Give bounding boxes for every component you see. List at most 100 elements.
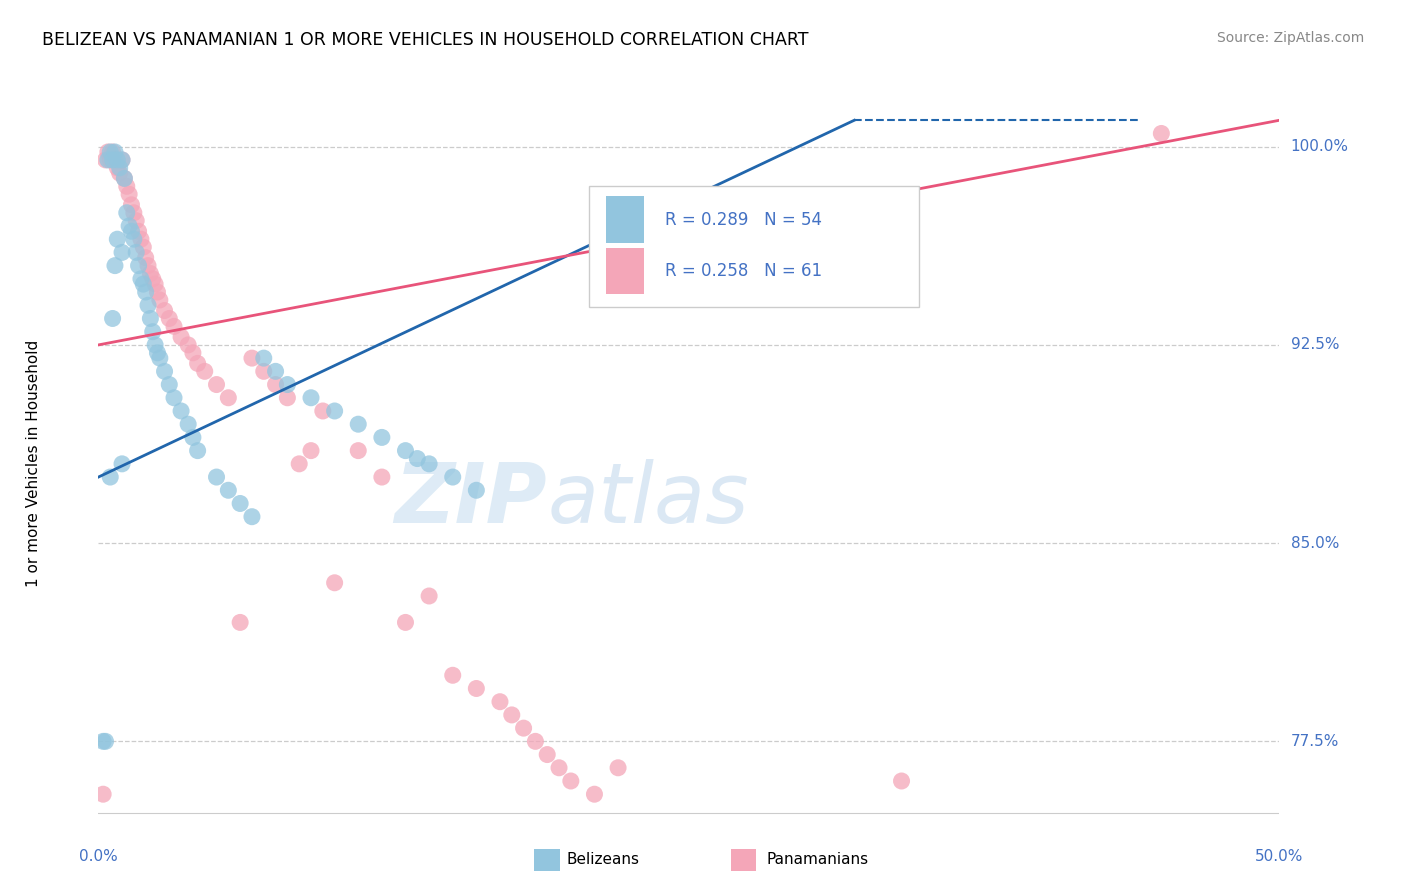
Point bbox=[132, 240, 155, 254]
Point bbox=[583, 787, 606, 801]
Point bbox=[111, 457, 134, 471]
Point bbox=[205, 377, 228, 392]
Point bbox=[143, 277, 166, 292]
Point bbox=[347, 443, 370, 458]
Text: BELIZEAN VS PANAMANIAN 1 OR MORE VEHICLES IN HOUSEHOLD CORRELATION CHART: BELIZEAN VS PANAMANIAN 1 OR MORE VEHICLE… bbox=[42, 31, 808, 49]
Point bbox=[149, 293, 172, 307]
Point bbox=[146, 346, 169, 360]
Point bbox=[394, 443, 416, 458]
Point bbox=[240, 509, 263, 524]
Text: R = 0.258   N = 61: R = 0.258 N = 61 bbox=[665, 262, 823, 280]
Point bbox=[98, 153, 121, 167]
Point bbox=[111, 245, 134, 260]
Point bbox=[163, 391, 186, 405]
Point bbox=[441, 668, 464, 682]
Point bbox=[229, 496, 252, 510]
Point bbox=[163, 319, 186, 334]
Point bbox=[465, 681, 488, 696]
Point bbox=[104, 153, 127, 167]
Point bbox=[149, 351, 172, 365]
Text: Source: ZipAtlas.com: Source: ZipAtlas.com bbox=[1216, 31, 1364, 45]
Point bbox=[129, 272, 152, 286]
Point bbox=[347, 417, 370, 432]
Text: Panamanians: Panamanians bbox=[766, 853, 869, 867]
Point bbox=[122, 206, 145, 220]
Point bbox=[112, 171, 135, 186]
Point bbox=[142, 325, 165, 339]
Point bbox=[101, 153, 124, 167]
Point bbox=[536, 747, 558, 762]
Point bbox=[121, 224, 143, 238]
Point bbox=[136, 259, 159, 273]
Point bbox=[170, 330, 193, 344]
Point bbox=[177, 417, 200, 432]
Point bbox=[406, 451, 429, 466]
Point bbox=[125, 245, 148, 260]
Point bbox=[288, 457, 311, 471]
Point bbox=[217, 483, 239, 498]
Point bbox=[115, 179, 138, 194]
Point bbox=[153, 303, 176, 318]
Point bbox=[264, 364, 287, 378]
Point bbox=[1150, 127, 1173, 141]
Point bbox=[135, 285, 157, 299]
Point bbox=[441, 470, 464, 484]
Point bbox=[371, 430, 394, 444]
Point bbox=[135, 251, 157, 265]
Point bbox=[548, 761, 571, 775]
Point bbox=[240, 351, 263, 365]
Point bbox=[91, 787, 114, 801]
Point bbox=[371, 470, 394, 484]
Text: 92.5%: 92.5% bbox=[1291, 337, 1339, 352]
Point bbox=[94, 734, 117, 748]
Text: R = 0.289   N = 54: R = 0.289 N = 54 bbox=[665, 211, 823, 228]
Point bbox=[98, 145, 121, 159]
Point bbox=[465, 483, 488, 498]
Point bbox=[418, 457, 440, 471]
Text: 1 or more Vehicles in Household: 1 or more Vehicles in Household bbox=[25, 340, 41, 588]
Point bbox=[299, 443, 322, 458]
Point bbox=[181, 346, 204, 360]
Point bbox=[108, 166, 131, 180]
Point bbox=[94, 153, 117, 167]
Point bbox=[101, 145, 124, 159]
Point bbox=[111, 153, 134, 167]
Point bbox=[501, 707, 523, 722]
Point bbox=[132, 277, 155, 292]
Point bbox=[607, 761, 630, 775]
Point bbox=[264, 377, 287, 392]
Point bbox=[105, 232, 128, 246]
Point bbox=[97, 153, 120, 167]
Point bbox=[118, 187, 141, 202]
Point bbox=[108, 161, 131, 175]
Point bbox=[112, 171, 135, 186]
Point bbox=[217, 391, 239, 405]
FancyBboxPatch shape bbox=[589, 186, 920, 307]
Point bbox=[97, 145, 120, 159]
Point bbox=[194, 364, 217, 378]
Point bbox=[299, 391, 322, 405]
Point bbox=[105, 161, 128, 175]
Point bbox=[142, 272, 165, 286]
Point bbox=[524, 734, 547, 748]
Point bbox=[91, 734, 114, 748]
Point bbox=[312, 404, 335, 418]
Point bbox=[104, 259, 127, 273]
Point bbox=[177, 338, 200, 352]
Point bbox=[153, 364, 176, 378]
Point bbox=[890, 774, 912, 789]
Text: atlas: atlas bbox=[547, 459, 749, 540]
Point bbox=[129, 232, 152, 246]
Point bbox=[512, 721, 534, 735]
Point bbox=[136, 298, 159, 312]
Point bbox=[157, 377, 180, 392]
Point bbox=[323, 404, 346, 418]
Point bbox=[253, 364, 276, 378]
Point bbox=[418, 589, 440, 603]
Point bbox=[489, 695, 512, 709]
Point bbox=[187, 443, 209, 458]
Point bbox=[276, 377, 298, 392]
Point bbox=[98, 470, 121, 484]
Point bbox=[276, 391, 298, 405]
Point bbox=[125, 213, 148, 227]
